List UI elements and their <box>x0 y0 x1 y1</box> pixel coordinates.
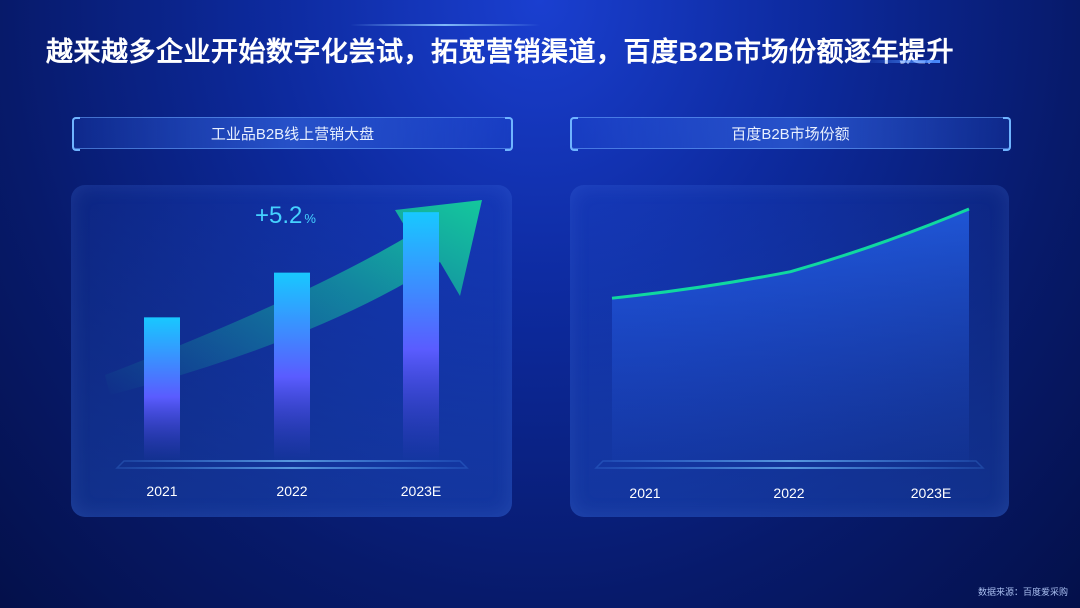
page-title: 越来越多企业开始数字化尝试，拓宽营销渠道，百度B2B市场份额逐年提升 <box>46 37 955 67</box>
area-x-tick-label: 2023E <box>911 485 951 501</box>
bar-2022 <box>274 272 310 462</box>
bar-2021 <box>144 317 180 462</box>
data-source: 数据来源：百度爱采购 <box>977 587 1068 597</box>
bar-x-tick-label: 2022 <box>276 483 307 499</box>
area-chart-title: 百度B2B市场份额 <box>570 117 1011 151</box>
bar-x-tick-label: 2021 <box>146 483 177 499</box>
area-chart: 2021 2022 2023E <box>594 207 985 501</box>
top-glow-line <box>350 24 540 26</box>
area-x-tick-label: 2021 <box>629 485 660 501</box>
area-fill <box>612 209 969 462</box>
share-line <box>611 207 970 300</box>
area-baseline <box>594 460 985 469</box>
title-underline <box>860 60 940 63</box>
bar-baseline <box>115 460 469 469</box>
bar-2023E <box>403 212 439 462</box>
bar-x-tick-label: 2023E <box>401 483 441 499</box>
bar-chart: 2021 2022 2023E +5.2% <box>105 200 482 499</box>
bar-chart-title: 工业品B2B线上营销大盘 <box>72 117 513 151</box>
growth-label: +5.2% <box>255 202 316 229</box>
area-x-tick-label: 2022 <box>773 485 804 501</box>
